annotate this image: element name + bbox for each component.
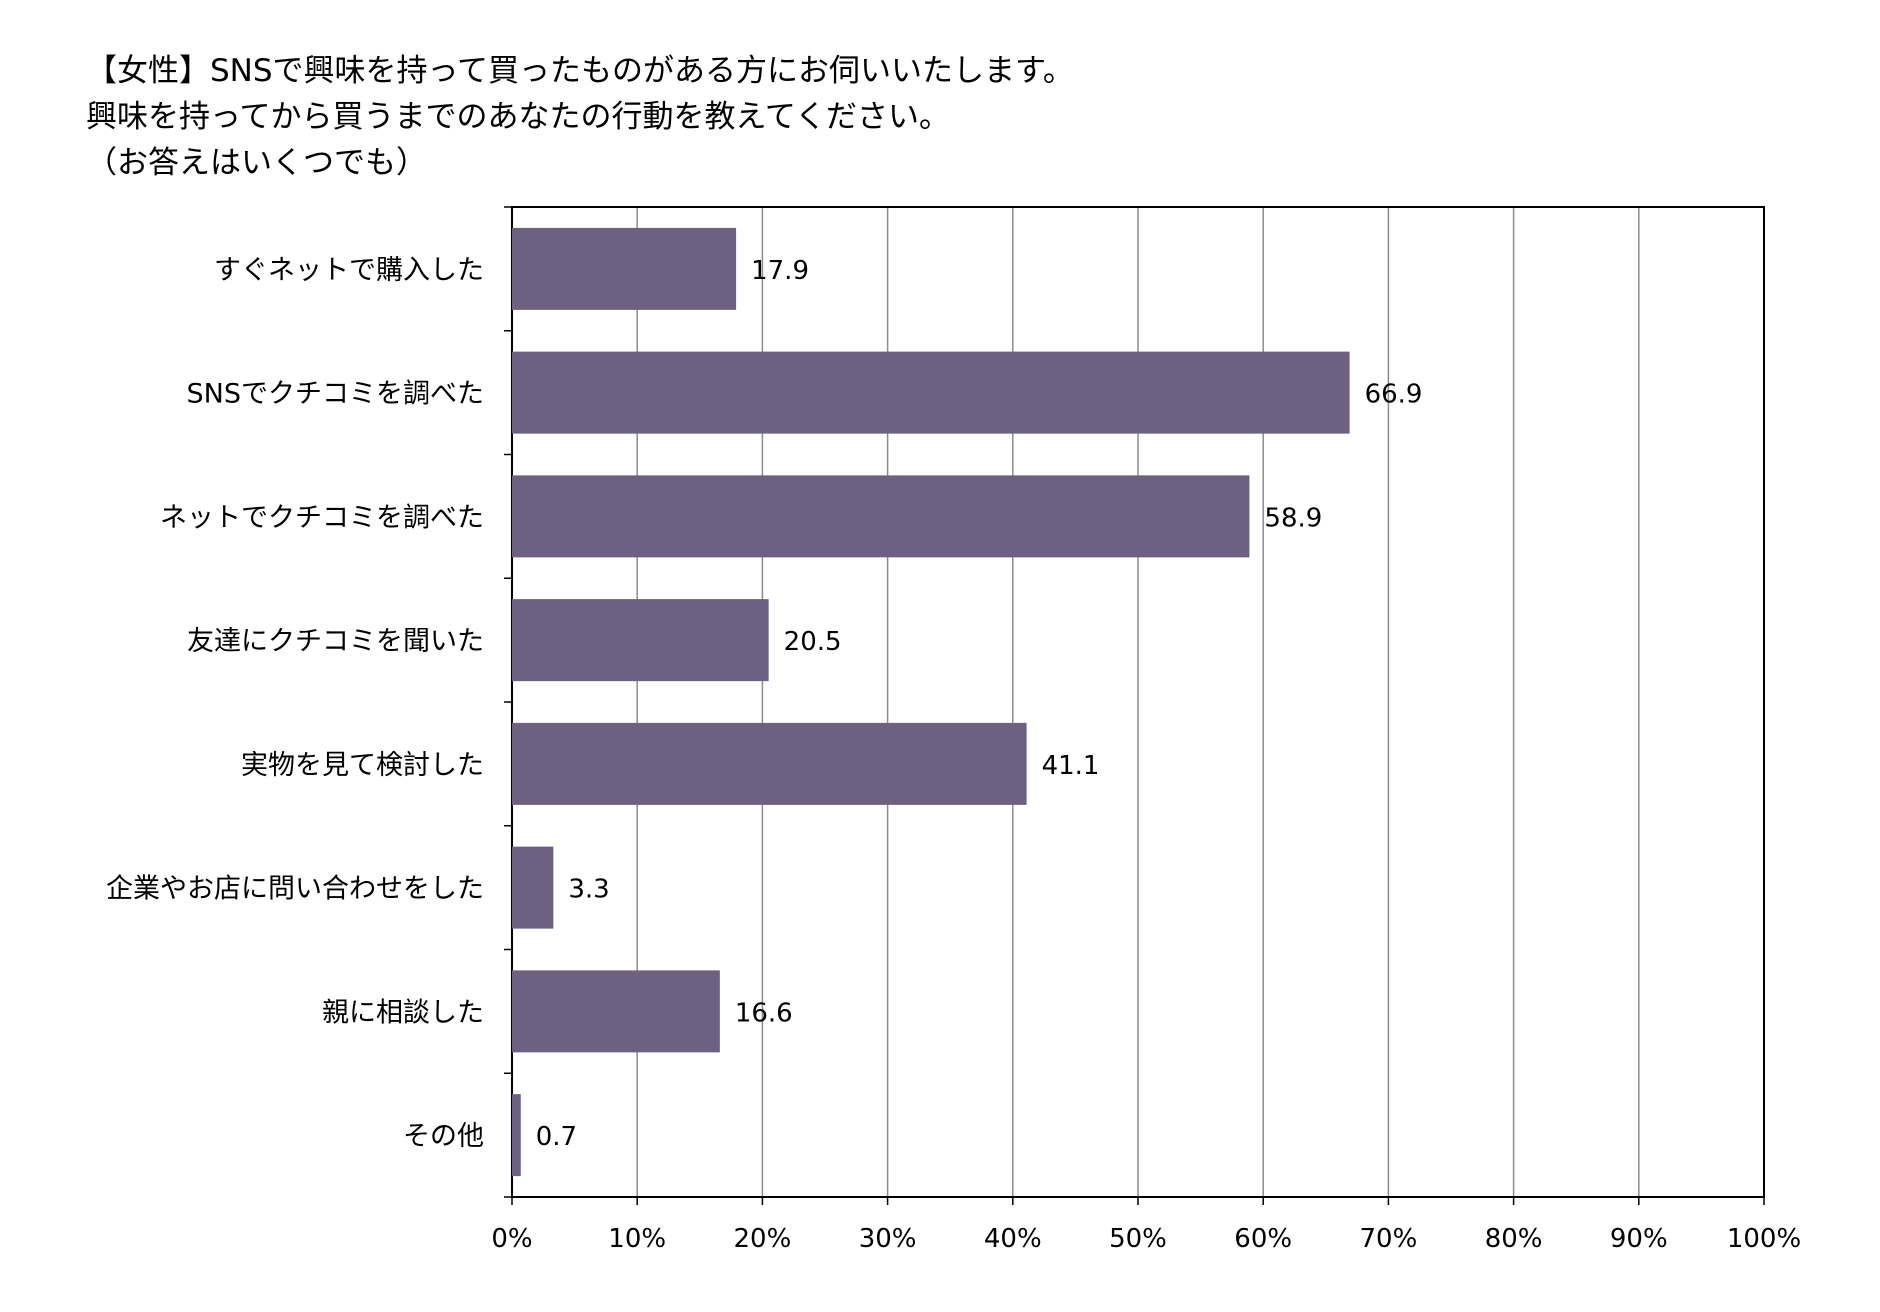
x-tick-label: 60% bbox=[1234, 1224, 1292, 1254]
bar bbox=[512, 227, 737, 310]
bar-value-label: 17.9 bbox=[751, 256, 809, 286]
chart-title-line-2: 興味を持ってから買うまでのあなたの行動を教えてください。 bbox=[86, 99, 950, 135]
category-label: 実物を見て検討した bbox=[241, 750, 484, 781]
category-label: その他 bbox=[403, 1121, 484, 1152]
x-tick-label: 10% bbox=[608, 1224, 666, 1254]
bar bbox=[512, 722, 1027, 805]
bar bbox=[512, 970, 720, 1053]
x-tick-label: 30% bbox=[859, 1224, 917, 1254]
x-tick-label: 80% bbox=[1485, 1224, 1543, 1254]
bar-value-label: 0.7 bbox=[536, 1122, 577, 1152]
bar-value-label: 58.9 bbox=[1264, 503, 1322, 533]
bar bbox=[512, 475, 1250, 558]
bar bbox=[512, 1094, 521, 1177]
x-tick-label: 50% bbox=[1109, 1224, 1167, 1254]
x-tick-label: 20% bbox=[734, 1224, 792, 1254]
bar bbox=[512, 599, 769, 682]
x-tick-label: 100% bbox=[1727, 1224, 1801, 1254]
chart-title-line-3: （お答えはいくつでも） bbox=[86, 145, 427, 181]
x-tick-label: 90% bbox=[1610, 1224, 1668, 1254]
x-tick-label: 0% bbox=[491, 1224, 532, 1254]
bar-value-label: 66.9 bbox=[1365, 380, 1423, 410]
category-label: 親に相談した bbox=[322, 997, 484, 1028]
x-tick-label: 40% bbox=[984, 1224, 1042, 1254]
bar bbox=[512, 351, 1350, 434]
bar-value-label: 16.6 bbox=[735, 998, 793, 1028]
category-label: ネットでクチコミを調べた bbox=[160, 502, 484, 533]
bar bbox=[512, 846, 554, 929]
category-label: すぐネットで購入した bbox=[214, 255, 484, 286]
category-label: 友達にクチコミを聞いた bbox=[187, 626, 484, 657]
bar-value-label: 20.5 bbox=[784, 627, 842, 657]
bar-value-label: 3.3 bbox=[568, 875, 609, 905]
category-label: SNSでクチコミを調べた bbox=[187, 379, 484, 410]
category-label: 企業やお店に問い合わせをした bbox=[106, 874, 484, 905]
x-tick-label: 70% bbox=[1360, 1224, 1418, 1254]
chart-title-line-1: 【女性】SNSで興味を持って買ったものがある方にお伺いいたします。 bbox=[86, 53, 1074, 89]
bar-value-label: 41.1 bbox=[1042, 751, 1100, 781]
